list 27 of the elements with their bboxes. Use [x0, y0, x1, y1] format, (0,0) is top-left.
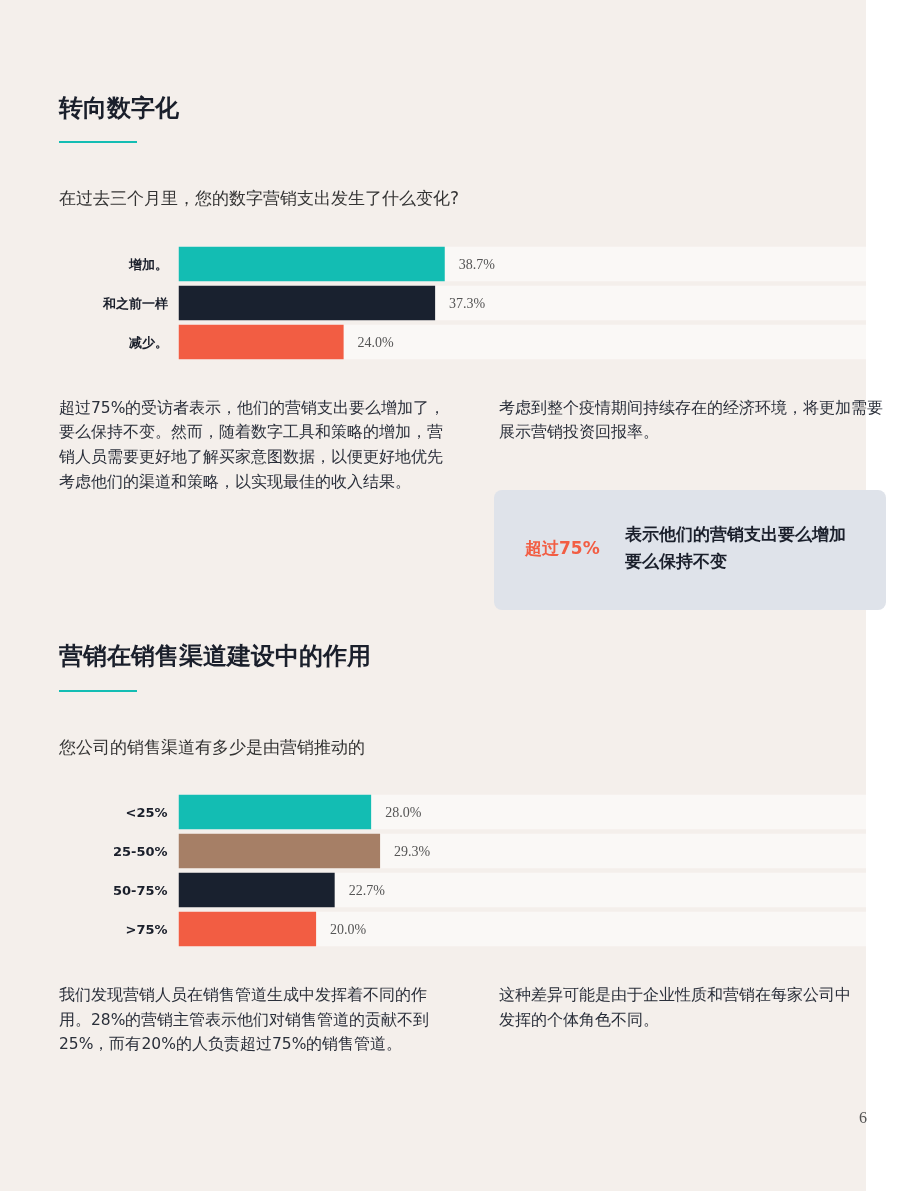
chart-title: 营销在销售渠道建设中的作用 — [59, 641, 371, 673]
text: 这种差异可能是由于企业性质和营销在每家公司中发挥的个体角色不同。 — [499, 984, 852, 1031]
chart-title: 转向数字化 — [59, 93, 179, 124]
bar — [178, 872, 335, 907]
y-tick-label: <25% — [125, 804, 168, 820]
text: 我们发现营销人员在销售管道生成中发挥着不同的作用。28%的营销主管表示他们对销售管道的贡献不到25%，而有20%的人负责超过75%的销售管道。 — [59, 984, 431, 1056]
chart-subtitle: 在过去三个月里，您的数字营销支出发生了什么变化? — [59, 187, 460, 211]
text: 超过75% — [525, 537, 600, 561]
bar — [178, 911, 317, 946]
data-label: 38.7% — [458, 256, 496, 272]
data-label: 28.0% — [385, 804, 422, 820]
data-label: 29.3% — [394, 843, 431, 859]
y-tick-label: 和之前一样 — [101, 295, 168, 311]
chart-subtitle: 您公司的销售渠道有多少是由营销推动的 — [59, 735, 365, 759]
text: 超过75%的受访者表示，他们的营销支出要么增加了，要么保持不变。然而，随着数字工具和策略的增加，营销人员需要更好地了解买家意图数据，以便更好地优先考虑他们的渠道和策略，以实现最佳的收入结果。 — [59, 397, 447, 493]
text: 6 — [859, 1108, 867, 1129]
data-label: 20.0% — [330, 921, 367, 937]
y-tick-label: 50-75% — [112, 882, 168, 898]
y-tick-label: >75% — [125, 921, 168, 937]
y-tick-label: 减少。 — [128, 334, 168, 350]
data-label: 22.7% — [348, 882, 386, 898]
y-tick-label: 增加。 — [127, 256, 168, 272]
text: 表示他们的营销支出要么增加要么保持不变 — [625, 523, 847, 574]
y-tick-label: 25-50% — [112, 843, 168, 859]
data-label: 37.3% — [449, 295, 486, 311]
data-label: 24.0% — [357, 334, 395, 350]
text: 考虑到整个疫情期间持续存在的经济环境，将更加需要展示营销投资回报率。 — [499, 397, 884, 444]
